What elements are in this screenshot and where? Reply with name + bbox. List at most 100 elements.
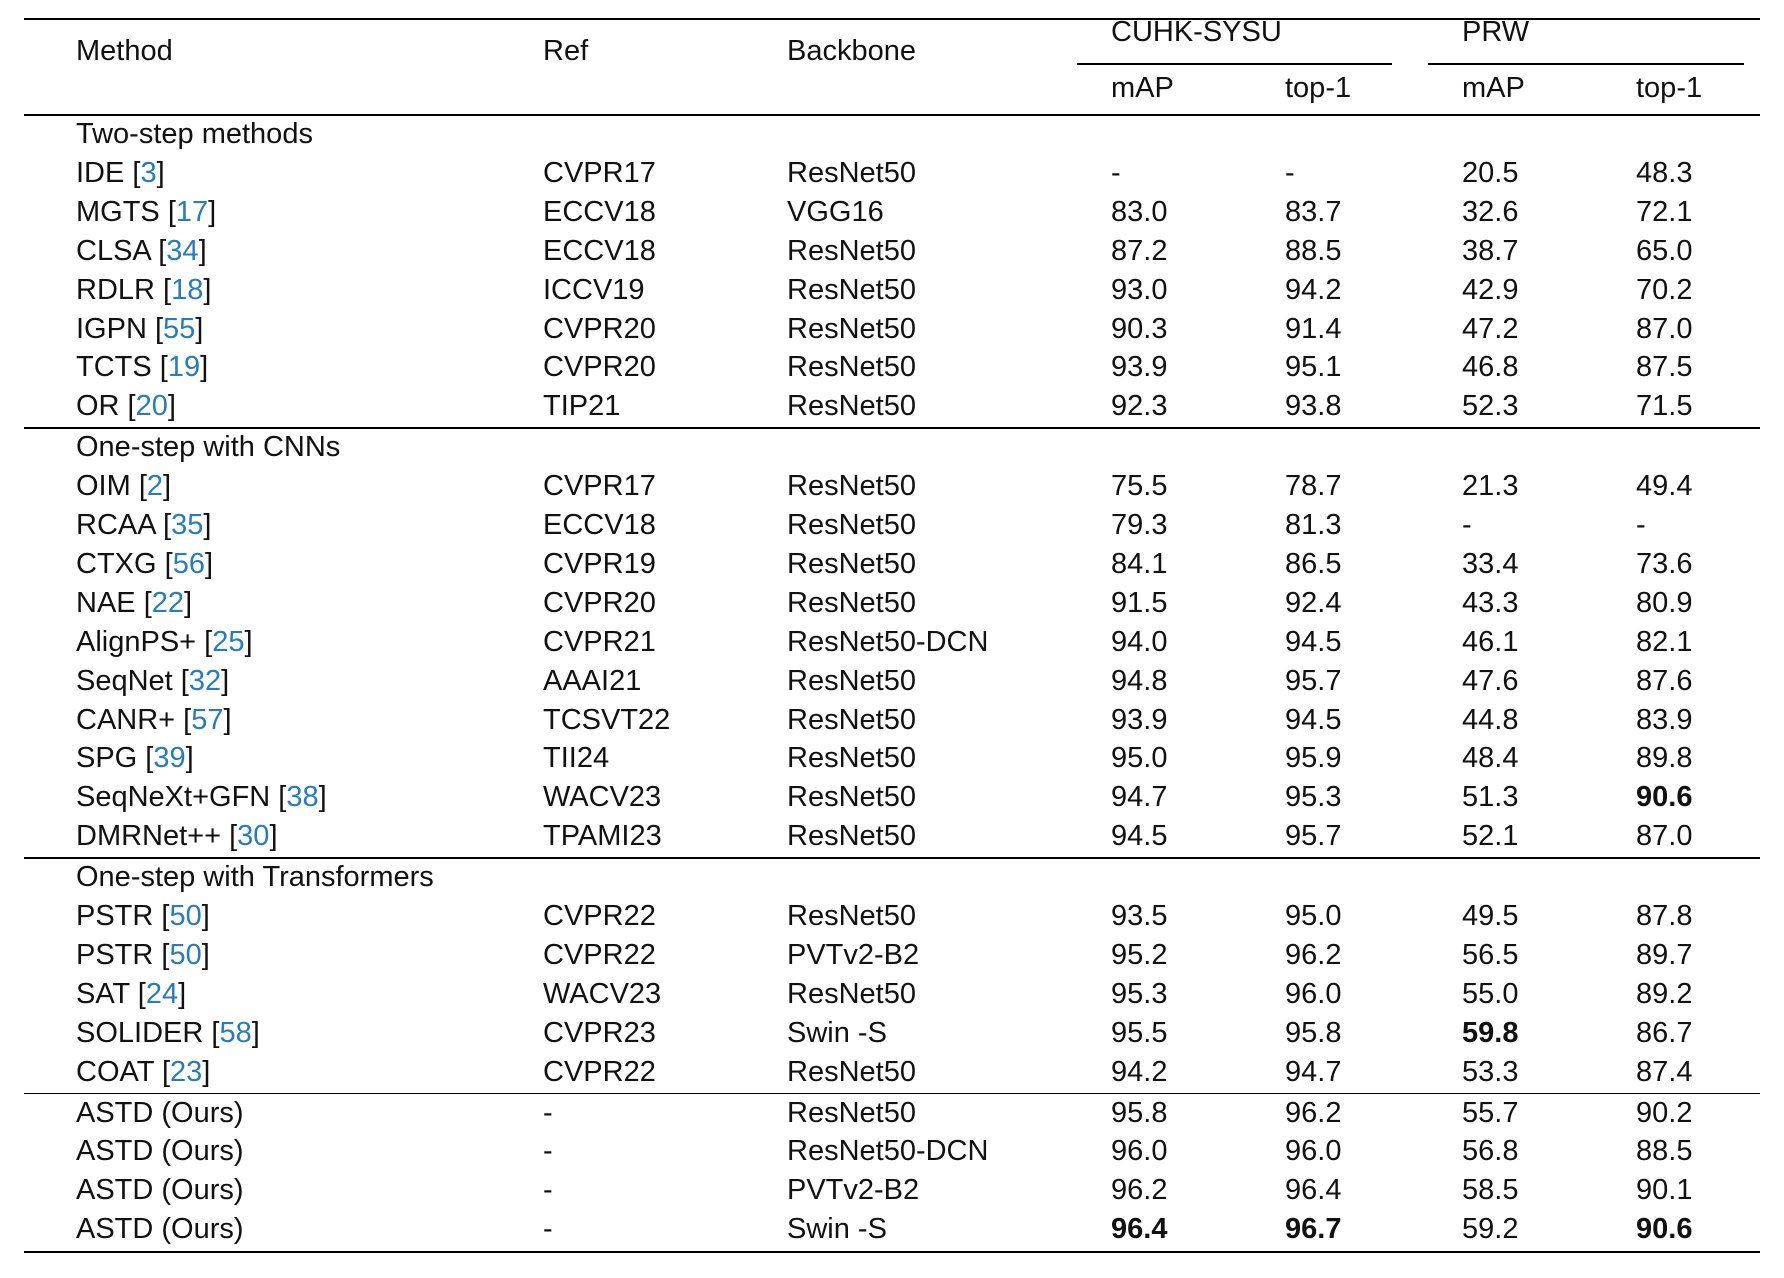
ref-cell: - bbox=[543, 1096, 553, 1129]
cuhk-top1-cell: 96.0 bbox=[1285, 977, 1342, 1010]
prw-map-cell: 55.0 bbox=[1462, 977, 1519, 1010]
ref-cell: ECCV18 bbox=[543, 509, 656, 541]
prw-top1-cell: 90.2 bbox=[1636, 1096, 1693, 1129]
header-prw-map: mAP bbox=[1462, 72, 1525, 104]
citation-link[interactable]: 30 bbox=[237, 820, 270, 853]
citation-bracket: [ bbox=[221, 820, 238, 853]
ref-cell: CVPR22 bbox=[543, 938, 656, 971]
backbone-cell: ResNet50 bbox=[787, 781, 916, 814]
citation-bracket: [ bbox=[270, 781, 287, 814]
cuhk-map-cell: 79.3 bbox=[1111, 509, 1168, 541]
prw-map-cell: 43.3 bbox=[1462, 586, 1519, 619]
prw-top1-cell: 83.9 bbox=[1636, 703, 1693, 736]
ref-cell: CVPR20 bbox=[543, 351, 656, 384]
citation-bracket: ] bbox=[198, 234, 207, 267]
citation-bracket: ] bbox=[163, 470, 172, 503]
citation-bracket: [ bbox=[124, 156, 141, 189]
citation-link[interactable]: 50 bbox=[169, 900, 202, 932]
prw-top1-cell: 82.1 bbox=[1636, 625, 1693, 658]
citation-link[interactable]: 25 bbox=[212, 625, 245, 658]
method-name: DMRNet++ bbox=[76, 820, 222, 853]
section-rule bbox=[24, 857, 1760, 859]
method-cell: OR [20] bbox=[76, 387, 176, 425]
citation-link[interactable]: 38 bbox=[286, 781, 319, 814]
backbone-cell: PVTv2-B2 bbox=[787, 938, 920, 971]
method-cell: ASTD (Ours) bbox=[76, 1132, 244, 1170]
prw-map-cell: 56.5 bbox=[1462, 938, 1519, 971]
cuhk-top1-cell: 94.5 bbox=[1285, 703, 1342, 736]
prw-map-cell: 46.1 bbox=[1462, 625, 1519, 658]
citation-link[interactable]: 39 bbox=[153, 742, 186, 775]
prw-top1-cell: 86.7 bbox=[1636, 1016, 1693, 1049]
backbone-cell: Swin -S bbox=[787, 1213, 887, 1246]
citation-link[interactable]: 58 bbox=[219, 1016, 252, 1049]
ref-cell: CVPR23 bbox=[543, 1016, 656, 1049]
citation-bracket: ] bbox=[156, 156, 165, 189]
citation-link[interactable]: 20 bbox=[135, 390, 168, 423]
cuhk-map-cell: 83.0 bbox=[1111, 195, 1168, 228]
citation-bracket: [ bbox=[154, 273, 172, 306]
ref-cell: CVPR19 bbox=[543, 547, 656, 580]
backbone-cell: ResNet50 bbox=[787, 390, 916, 423]
method-name: RDLR bbox=[76, 273, 155, 306]
cuhk-top1-cell: 95.9 bbox=[1285, 742, 1342, 775]
citation-link[interactable]: 32 bbox=[188, 664, 222, 697]
cuhk-map-cell: 90.3 bbox=[1111, 312, 1168, 345]
citation-link[interactable]: 50 bbox=[169, 938, 202, 971]
backbone-cell: ResNet50 bbox=[787, 586, 916, 619]
citation-bracket: ] bbox=[269, 820, 278, 853]
citation-link[interactable]: 22 bbox=[151, 586, 185, 619]
citation-bracket: [ bbox=[196, 625, 213, 658]
method-cell: RDLR [18] bbox=[76, 271, 211, 309]
prw-top1-cell: 89.2 bbox=[1636, 977, 1693, 1010]
cuhk-map-cell: 94.7 bbox=[1111, 781, 1168, 814]
prw-map-cell: 48.4 bbox=[1462, 742, 1519, 775]
ref-cell: - bbox=[543, 1135, 553, 1168]
prw-map-cell: 56.8 bbox=[1462, 1135, 1519, 1168]
citation-link[interactable]: 34 bbox=[166, 234, 199, 267]
citation-link[interactable]: 24 bbox=[145, 977, 179, 1010]
method-cell: CLSA [34] bbox=[76, 232, 207, 270]
cuhk-group-rule bbox=[1077, 63, 1392, 65]
ref-cell: CVPR17 bbox=[543, 156, 656, 189]
citation-link[interactable]: 18 bbox=[171, 273, 204, 306]
citation-link[interactable]: 23 bbox=[170, 1055, 203, 1088]
cuhk-map-cell: 93.9 bbox=[1111, 351, 1168, 384]
header-backbone: Backbone bbox=[787, 35, 916, 67]
method-name: CANR+ bbox=[76, 703, 176, 736]
citation-link[interactable]: 17 bbox=[175, 195, 209, 228]
citation-link[interactable]: 3 bbox=[140, 156, 157, 189]
backbone-cell: ResNet50-DCN bbox=[787, 1135, 989, 1168]
citation-link[interactable]: 2 bbox=[146, 470, 164, 503]
citation-bracket: ] bbox=[201, 900, 210, 932]
citation-link[interactable]: 35 bbox=[171, 509, 204, 541]
citation-link[interactable]: 55 bbox=[163, 312, 196, 345]
backbone-cell: ResNet50 bbox=[787, 664, 916, 697]
cuhk-map-cell: 96.4 bbox=[1111, 1213, 1168, 1246]
cuhk-top1-cell: 95.3 bbox=[1285, 781, 1342, 814]
method-cell: AlignPS+ [25] bbox=[76, 623, 253, 661]
header-cuhk-top1: top-1 bbox=[1285, 72, 1352, 104]
backbone-cell: PVTv2-B2 bbox=[787, 1174, 920, 1207]
cuhk-map-cell: 92.3 bbox=[1111, 390, 1168, 423]
backbone-cell: ResNet50 bbox=[787, 977, 916, 1010]
cuhk-top1-cell: 78.7 bbox=[1285, 470, 1342, 503]
cuhk-map-cell: 95.2 bbox=[1111, 938, 1168, 971]
prw-map-cell: 52.1 bbox=[1462, 820, 1519, 853]
cuhk-map-cell: 96.2 bbox=[1111, 1174, 1168, 1207]
cuhk-map-cell: 94.0 bbox=[1111, 625, 1168, 658]
citation-bracket: [ bbox=[156, 547, 173, 580]
backbone-cell: ResNet50 bbox=[787, 273, 916, 306]
prw-map-cell: 47.6 bbox=[1462, 664, 1519, 697]
method-name: CLSA bbox=[76, 234, 151, 267]
citation-link[interactable]: 56 bbox=[172, 547, 205, 580]
citation-bracket: [ bbox=[153, 1055, 171, 1088]
citation-link[interactable]: 19 bbox=[167, 351, 201, 384]
backbone-cell: ResNet50 bbox=[787, 742, 916, 775]
header-method: Method bbox=[76, 35, 173, 67]
ref-cell: ICCV19 bbox=[543, 273, 645, 306]
method-cell: SOLIDER [58] bbox=[76, 1014, 260, 1052]
citation-link[interactable]: 57 bbox=[191, 703, 224, 736]
prw-top1-cell: 90.6 bbox=[1636, 781, 1693, 814]
header-group-cuhk: CUHK-SYSU bbox=[1111, 16, 1282, 48]
